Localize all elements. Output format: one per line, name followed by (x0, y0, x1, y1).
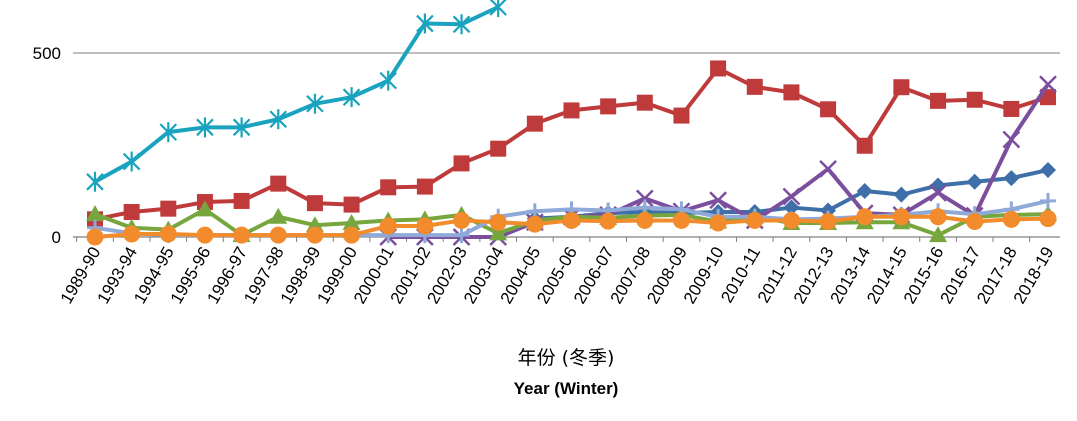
series-blue-diamond-marker (783, 199, 800, 216)
series-red-square-marker (820, 101, 837, 118)
series-teal-asterisk-marker (416, 13, 434, 34)
series-orange-circle-marker (233, 226, 251, 244)
series-red-square-marker (306, 195, 323, 212)
y-tick-label-500: 500 (33, 44, 61, 63)
series-orange-circle-marker (1002, 210, 1020, 228)
series-green-triangle-marker (342, 214, 361, 231)
series-red-square-marker (526, 115, 543, 132)
series-red-square-marker (746, 78, 763, 95)
y-tick-labels: 0 500 (33, 44, 61, 247)
series-orange-circle-marker (453, 211, 471, 229)
series-red-square-marker (233, 192, 250, 209)
series-orange-circle-marker (819, 213, 837, 231)
x-axis-title-chinese: 年份 (冬季) (518, 347, 615, 369)
series-teal-asterisk-marker (122, 151, 141, 172)
series-orange-circle-marker (343, 226, 361, 244)
series-teal-asterisk-marker (232, 117, 251, 138)
series-blue-diamond-marker (856, 183, 873, 199)
series-orange-circle-marker (599, 212, 617, 230)
series-orange-circle-marker (856, 208, 874, 226)
series-orange-circle-marker (782, 211, 800, 229)
series-purple-x-marker (782, 187, 801, 206)
series-orange-circle-marker (929, 208, 947, 226)
series-red-square-marker (453, 155, 470, 172)
axes (73, 236, 1060, 242)
series-red-square-marker (783, 84, 800, 101)
series-red-square-marker (636, 94, 653, 111)
series-orange-circle-marker (196, 226, 214, 244)
series-red-square-marker (380, 179, 397, 196)
series-orange-circle-marker (489, 213, 507, 231)
series-red-square-marker (270, 175, 287, 192)
series-red-square-marker (1003, 100, 1020, 117)
x-axis-title-english: Year (Winter) (514, 379, 619, 398)
series-teal-asterisk-marker (159, 122, 178, 143)
y-tick-label-0: 0 (52, 228, 61, 247)
series-orange-circle-marker (526, 215, 544, 233)
series-green-triangle-marker (195, 200, 214, 217)
series (86, 0, 1057, 246)
series-teal-asterisk-marker (306, 93, 324, 114)
series-red-square-marker (710, 60, 727, 77)
series-blue-diamond-marker (966, 173, 983, 190)
series-purple-x-marker (1039, 75, 1057, 94)
series-red-square-marker (893, 79, 910, 96)
series-red-square-marker (673, 107, 690, 124)
series-red-square-marker (600, 98, 617, 115)
series-teal-asterisk-line (94, 5, 500, 184)
series-orange-circle-marker (269, 226, 287, 244)
series-orange-circle-marker (563, 211, 580, 229)
series-teal-asterisk-marker (86, 171, 104, 192)
series-teal-asterisk-marker (379, 70, 398, 91)
series-green-triangle-marker (929, 226, 948, 243)
series-red-square-marker (416, 178, 433, 195)
series-green-triangle-marker (489, 224, 508, 241)
series-purple-x-marker (819, 160, 837, 178)
series-teal-asterisk-marker (269, 109, 288, 130)
series-orange-circle-marker (966, 213, 984, 231)
series-purple-x-marker (1002, 130, 1021, 149)
series-orange-circle-marker (123, 225, 141, 243)
series-orange-circle-marker (306, 226, 324, 244)
series-teal-asterisk-marker (452, 14, 471, 35)
series-orange-circle-marker (636, 211, 654, 229)
series-red-square (87, 60, 1056, 228)
series-green-triangle-marker (86, 205, 104, 222)
series-light-blue-plus-marker (453, 227, 470, 244)
series-teal-asterisk-marker (196, 117, 214, 138)
series-red-square-marker (563, 102, 580, 119)
series-red-square-marker (856, 137, 873, 154)
x-tick-labels: 1989-901993-941994-951995-961996-971997-… (57, 244, 1058, 308)
series-orange-circle (86, 208, 1057, 246)
series-purple-x-marker (709, 191, 727, 210)
series-orange-circle-marker (709, 214, 727, 232)
series-red-square-marker (490, 140, 507, 157)
series-orange-circle-marker (672, 211, 690, 229)
series-blue-diamond-marker (893, 186, 910, 203)
series-red-square-marker (123, 203, 140, 220)
series-green-triangle-marker (269, 207, 288, 224)
series-blue-diamond-marker (1040, 162, 1056, 179)
series-teal-asterisk (86, 0, 507, 192)
series-orange-circle-marker (1039, 210, 1057, 228)
series-red-square-marker (160, 200, 177, 217)
series-orange-circle-marker (892, 208, 910, 226)
series-red-square-marker (930, 92, 947, 109)
series-orange-circle-marker (159, 225, 177, 243)
series-teal-asterisk-marker (342, 87, 361, 108)
series-teal-asterisk-marker (489, 0, 507, 17)
series-light-blue-plus-marker (1040, 192, 1056, 209)
series-orange-circle-marker (379, 217, 397, 235)
series-orange-circle-marker (86, 228, 104, 246)
series-blue-diamond-marker (1003, 170, 1020, 187)
series-red-square-marker (343, 196, 360, 213)
series-orange-circle-marker (746, 211, 764, 229)
series-orange-circle-marker (416, 217, 434, 235)
series-purple-x-marker (635, 189, 654, 208)
series-red-square-marker (966, 91, 983, 108)
series-purple-x-marker (929, 183, 947, 202)
